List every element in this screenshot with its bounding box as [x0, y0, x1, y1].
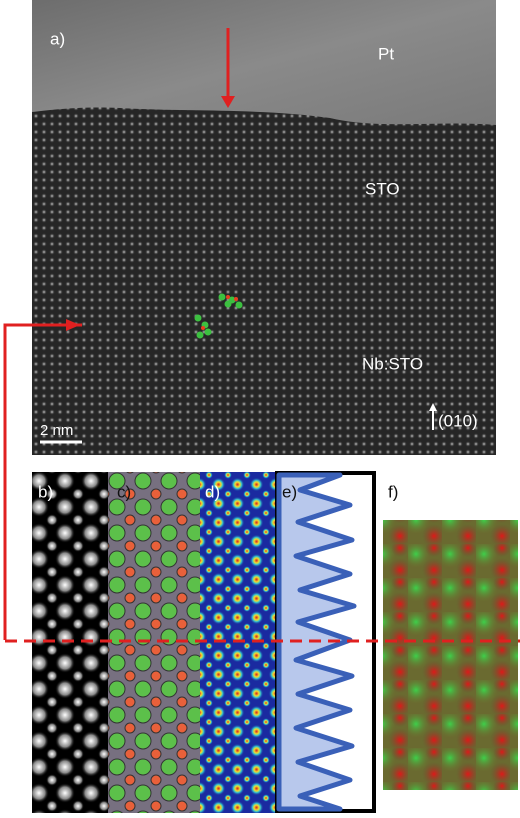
panel-label: d)	[205, 482, 220, 501]
layer-label: STO	[365, 179, 400, 198]
arrowhead	[221, 96, 235, 108]
layer-label: Nb:STO	[362, 354, 423, 373]
direction-label: (010)	[438, 411, 478, 430]
panel-label: c)	[117, 482, 131, 501]
panel-label: e)	[282, 482, 297, 501]
panel-label: f)	[388, 482, 398, 501]
panel-label: a)	[50, 29, 65, 48]
panel-label: b)	[38, 482, 53, 501]
panel-f-image	[383, 520, 518, 790]
layer-label: Pt	[378, 44, 394, 63]
atom-markers	[194, 293, 243, 339]
scale-label: 2 nm	[40, 422, 73, 439]
pt-layer	[32, 0, 496, 125]
